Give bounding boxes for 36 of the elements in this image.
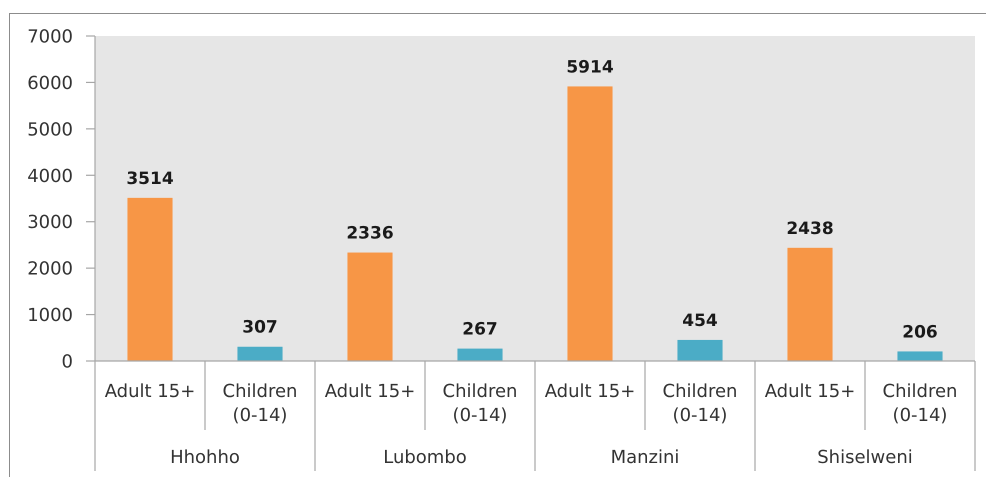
x-tick-label: Adult 15+: [544, 381, 636, 402]
bar: [347, 252, 393, 361]
y-tick-label: 5000: [27, 119, 73, 140]
x-tick-label: Children (0-14): [662, 381, 738, 426]
bar: [787, 248, 833, 361]
data-label: 307: [242, 318, 278, 338]
bar: [677, 340, 723, 361]
y-tick-label: 7000: [27, 26, 73, 48]
data-label: 2438: [786, 218, 834, 239]
x-tick-label: Children (0-14): [222, 381, 298, 426]
y-tick-label: 3000: [27, 212, 73, 234]
text: Lubombo: [383, 447, 467, 468]
text: Hhohho: [170, 447, 240, 468]
x-tick-label: Adult 15+: [324, 381, 416, 402]
y-tick-label: 1000: [27, 305, 73, 326]
x-tick-label: Children (0-14): [882, 381, 958, 426]
data-label: 454: [682, 310, 718, 331]
data-label: 267: [462, 320, 498, 340]
bar: [897, 351, 943, 361]
data-label: 2336: [346, 224, 394, 244]
data-label: 5914: [566, 57, 614, 78]
text: Manzini: [610, 447, 680, 468]
x-tick-label: Children (0-14): [442, 381, 518, 426]
bar: [237, 346, 283, 361]
y-tick-label: 6000: [27, 72, 73, 94]
y-tick-label: 4000: [27, 166, 73, 187]
y-tick-label: 2000: [27, 258, 73, 280]
x-tick-label: Adult 15+: [104, 381, 196, 402]
bar: [567, 86, 613, 361]
x-tick-label: Adult 15+: [764, 381, 856, 402]
data-label: 206: [902, 322, 938, 342]
y-tick-label: 0: [62, 351, 73, 372]
bar: [457, 348, 503, 361]
bar: [127, 198, 173, 361]
data-label: 3514: [126, 168, 174, 189]
text: Shiselweni: [817, 447, 913, 468]
